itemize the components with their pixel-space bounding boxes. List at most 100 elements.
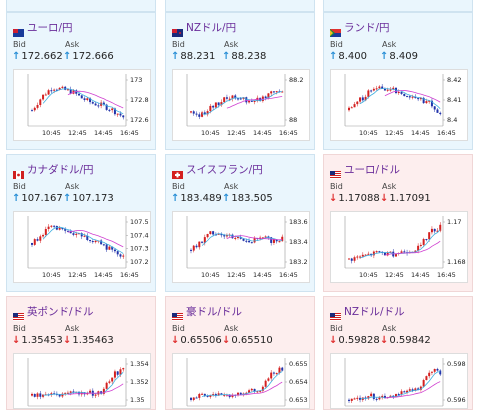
us-flag-icon: [330, 164, 341, 179]
candle: [414, 388, 417, 391]
candle: [364, 254, 367, 256]
candle: [119, 254, 122, 257]
pair-title[interactable]: ユーロ/円: [27, 22, 73, 34]
candle: [261, 237, 264, 239]
candle: [408, 389, 411, 391]
candle: [195, 397, 198, 399]
price-chart[interactable]: 1.354 1.352 1.35: [13, 353, 151, 409]
rate-card[interactable]: NZドル/ドル Bid Ask ↓0.59828 ↓0.59842 0.598 0.596: [323, 296, 473, 410]
rate-card[interactable]: 豪ドル/ドル Bid Ask ↓0.65506 ↓0.65510 0.655 0.654 0.…: [165, 296, 315, 410]
candle: [47, 226, 50, 229]
y-tick-label: 172.8: [130, 96, 149, 104]
candle: [367, 253, 370, 255]
price-chart[interactable]: 88.2 88 10:45 12:45 14:45 16:45: [172, 69, 310, 141]
candle: [47, 90, 50, 95]
candle: [111, 246, 114, 250]
pair-title[interactable]: スイスフラン/円: [186, 164, 263, 176]
candle: [367, 396, 370, 399]
candle: [275, 239, 278, 242]
bid-value: ↑183.489: [171, 193, 222, 204]
candle: [228, 98, 231, 100]
arrow-down-icon: ↓: [222, 335, 231, 346]
y-tick-label: 107.2: [130, 258, 149, 266]
pair-title[interactable]: 豪ドル/ドル: [186, 306, 243, 318]
candle: [44, 228, 47, 235]
candle: [105, 104, 108, 110]
y-tick-label: 1.354: [130, 360, 149, 368]
pair-title[interactable]: カナダドル/円: [27, 164, 94, 176]
ask-label: Ask: [65, 182, 80, 191]
ask-value: ↑88.238: [222, 51, 267, 62]
arrow-up-icon: ↑: [171, 51, 180, 62]
price-chart[interactable]: 173 172.8 172.6 10:45 12:45 14:45 16:45: [13, 69, 151, 141]
rate-card[interactable]: スイスフラン/円 Bid Ask ↑183.489 ↑183.505 183.6 183.4…: [165, 154, 315, 292]
price-chart[interactable]: 107.5 107.4 107.3 107.2 10:45 12:45 14:45 16:45: [13, 211, 151, 283]
candle: [350, 107, 353, 109]
price-chart[interactable]: 8.42 8.41 8.4 10:45 12:45 14:45 16:45: [330, 69, 468, 141]
rate-card[interactable]: NZドル/円 Bid Ask ↑88.231 ↑88.238 88.2 88 10:45 12:…: [165, 12, 315, 150]
bid-value: ↑8.400: [329, 51, 368, 62]
candle: [228, 394, 231, 398]
moving-average-line: [67, 229, 124, 248]
rate-card[interactable]: ユーロ/ドル Bid Ask ↓1.17088 ↓1.17091 1.17 1.168 10:…: [323, 154, 473, 292]
price-chart[interactable]: 0.598 0.596: [330, 353, 468, 409]
ask-value: ↑8.409: [380, 51, 419, 62]
candle: [433, 368, 436, 372]
rate-card[interactable]: カナダドル/円 Bid Ask ↑107.167 ↑107.173 107.5 107.4 1…: [6, 154, 156, 292]
candle: [392, 87, 395, 90]
candle: [267, 93, 270, 99]
moving-average-line: [384, 240, 441, 256]
x-tick-label: 16:45: [279, 271, 298, 279]
y-tick-label: 1.352: [130, 378, 149, 386]
rate-card[interactable]: ユーロ/円 Bid Ask ↑172.662 ↑172.666 173 172.8 172.6…: [6, 12, 156, 150]
candle: [403, 251, 406, 253]
candle: [31, 243, 33, 245]
bid-value: ↑172.662: [12, 51, 63, 62]
candle: [39, 236, 42, 241]
arrow-up-icon: ↑: [171, 193, 180, 204]
y-tick-label: 0.653: [289, 396, 308, 404]
candle: [212, 231, 215, 235]
bid-label: Bid: [13, 40, 26, 49]
price-chart[interactable]: 1.17 1.168 10:45 12:45 14:45 16:45: [330, 211, 468, 283]
candle: [113, 108, 116, 115]
pair-title[interactable]: ランド/円: [344, 22, 390, 34]
candle: [206, 395, 209, 397]
candle: [383, 252, 386, 256]
candle: [386, 89, 389, 91]
candle: [439, 370, 442, 375]
candle: [31, 393, 33, 396]
arrow-up-icon: ↑: [63, 193, 72, 204]
price-chart[interactable]: 183.6 183.4 183.2 10:45 12:45 14:45 16:45: [172, 211, 310, 283]
candle: [406, 390, 409, 393]
pair-title[interactable]: NZドル/ドル: [344, 306, 405, 318]
candle: [422, 380, 425, 387]
candle: [36, 239, 39, 241]
candle: [350, 398, 353, 401]
candle: [383, 88, 386, 91]
candle: [353, 398, 356, 400]
x-tick-label: 16:45: [437, 271, 456, 279]
rate-card[interactable]: ランド/円 Bid Ask ↑8.400 ↑8.409 8.42 8.41 8.4 10:45 1…: [323, 12, 473, 150]
candle: [69, 89, 72, 94]
candle: [406, 96, 409, 98]
candle: [192, 245, 195, 251]
candle: [370, 90, 373, 92]
candle: [198, 393, 201, 398]
ask-value: ↓1.35463: [63, 335, 114, 346]
rate-card[interactable]: 英ポンド/ドル Bid Ask ↓1.35453 ↓1.35463 1.354 1.352 1…: [6, 296, 156, 410]
bid-label: Bid: [172, 40, 185, 49]
pair-title[interactable]: 英ポンド/ドル: [27, 306, 94, 318]
candle: [61, 393, 64, 397]
pair-title[interactable]: NZドル/円: [186, 22, 237, 34]
candle: [400, 391, 403, 395]
us-flag-icon: [330, 306, 341, 321]
nz-flag-icon: [172, 22, 183, 37]
price-chart[interactable]: 0.655 0.654 0.653: [172, 353, 310, 409]
pair-title[interactable]: ユーロ/ドル: [344, 164, 401, 176]
candle: [42, 234, 45, 237]
candle: [102, 244, 105, 246]
arrow-up-icon: ↑: [63, 51, 72, 62]
candle: [281, 367, 284, 371]
candle: [223, 394, 226, 396]
